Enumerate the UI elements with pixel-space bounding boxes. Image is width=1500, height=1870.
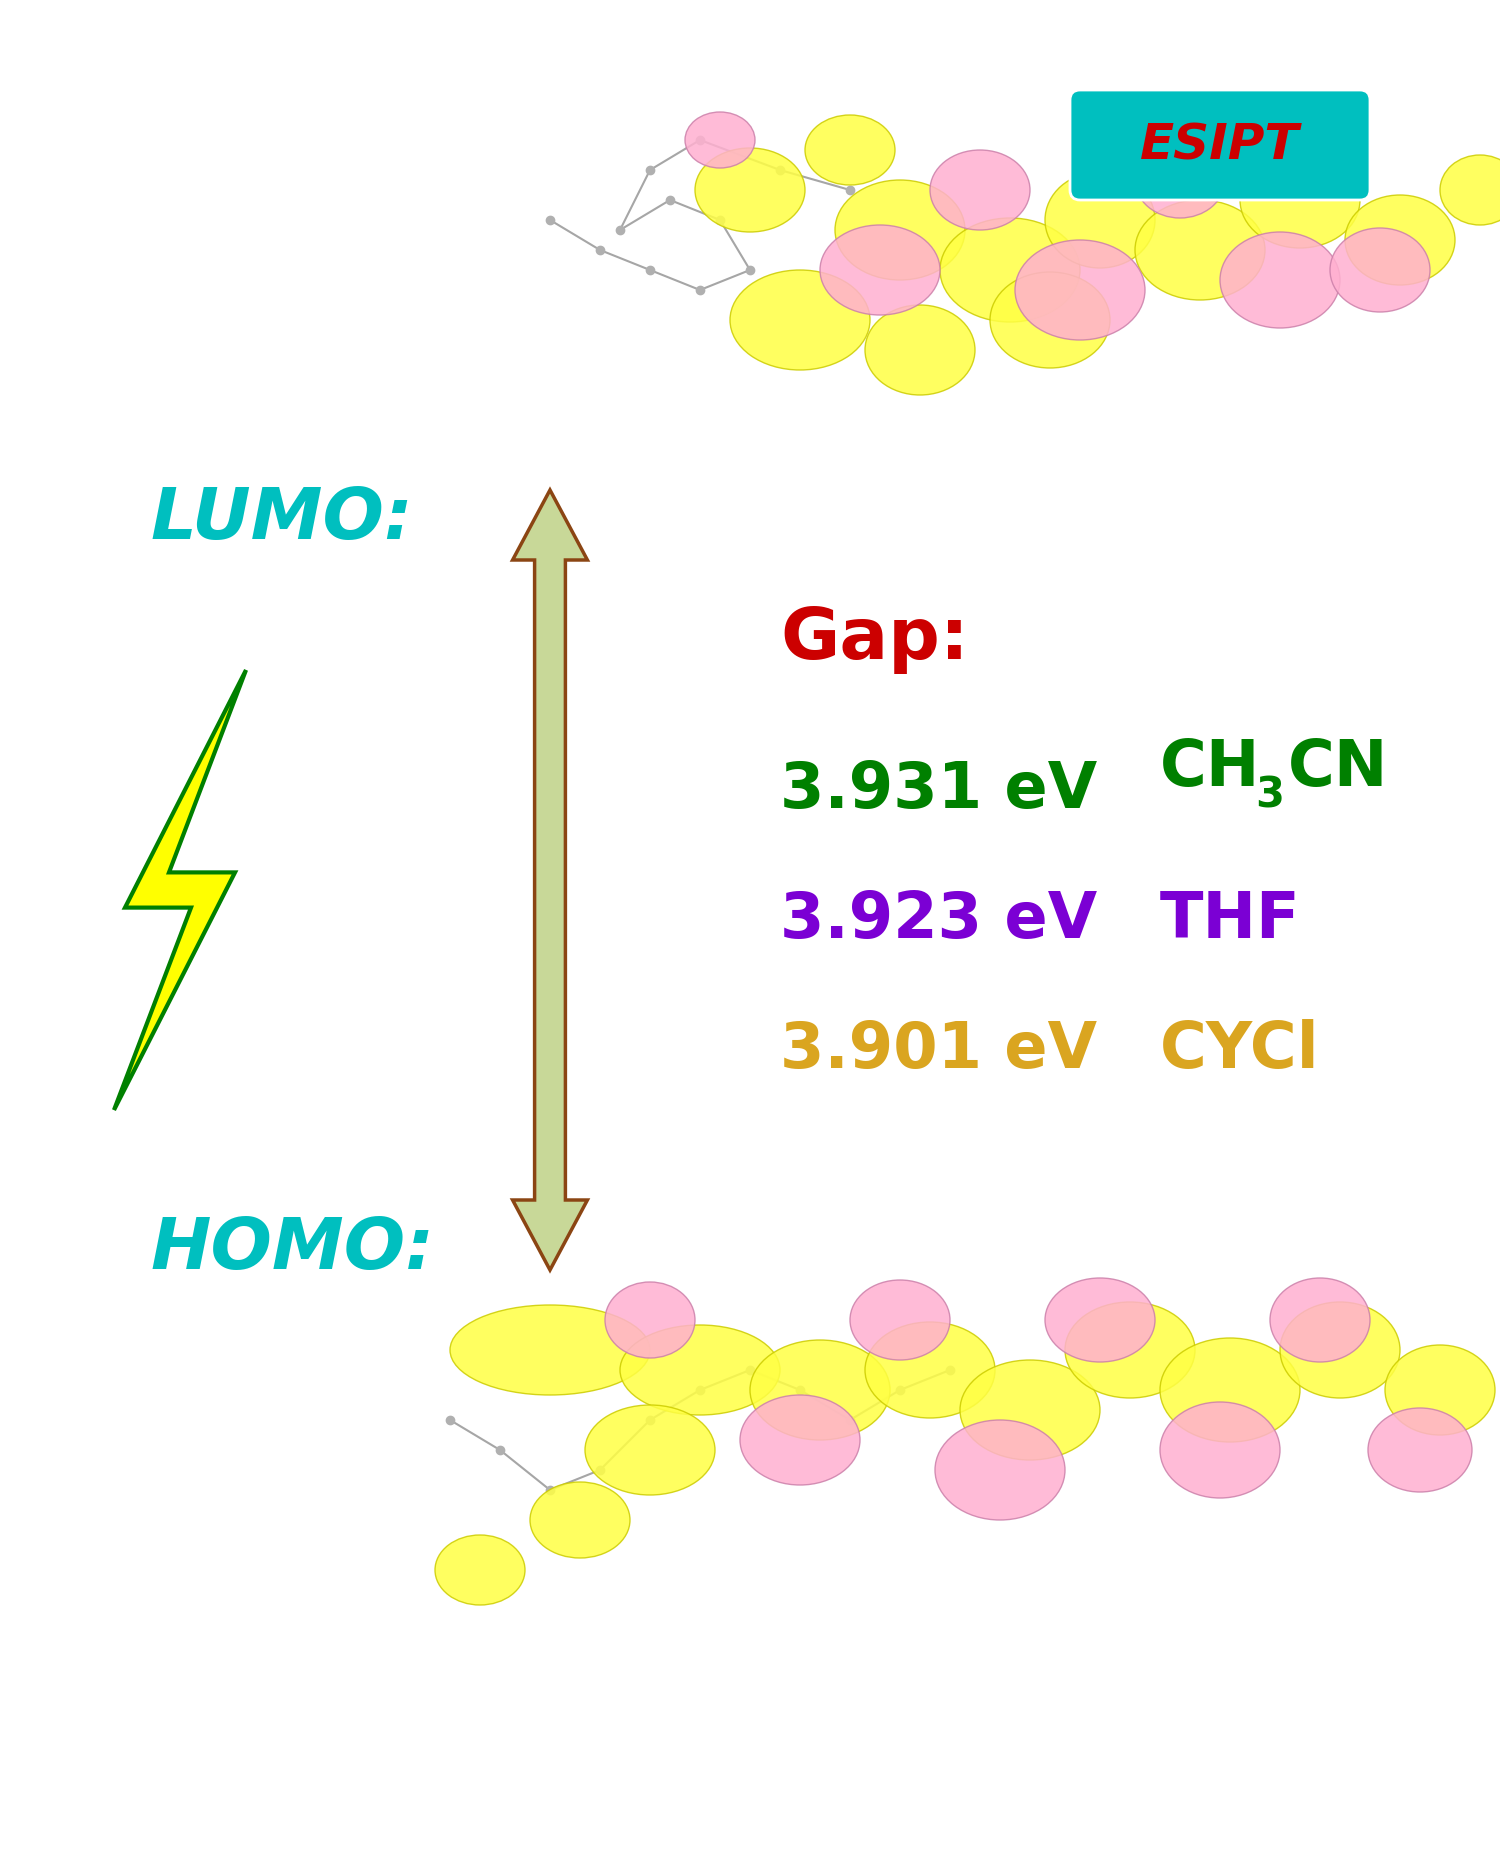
Ellipse shape (730, 269, 870, 370)
Ellipse shape (450, 1305, 650, 1395)
Ellipse shape (1346, 194, 1455, 284)
Ellipse shape (930, 150, 1030, 230)
Ellipse shape (990, 271, 1110, 368)
Text: CYCl: CYCl (1160, 1019, 1320, 1081)
Ellipse shape (585, 1404, 716, 1494)
Ellipse shape (850, 1279, 950, 1359)
Ellipse shape (865, 1322, 994, 1417)
Ellipse shape (1280, 1302, 1400, 1399)
Ellipse shape (686, 112, 754, 168)
Ellipse shape (620, 1326, 780, 1416)
Ellipse shape (806, 114, 895, 185)
Text: THF: THF (1160, 888, 1300, 952)
Ellipse shape (435, 1535, 525, 1604)
Polygon shape (513, 490, 588, 1270)
Text: 3.923 eV: 3.923 eV (780, 888, 1096, 952)
Ellipse shape (1046, 1277, 1155, 1361)
Text: ESIPT: ESIPT (1140, 122, 1299, 168)
Text: LUMO:: LUMO: (150, 486, 412, 555)
Ellipse shape (1016, 239, 1144, 340)
Ellipse shape (740, 1395, 860, 1485)
Ellipse shape (1384, 1345, 1496, 1434)
Text: CN: CN (1288, 737, 1389, 798)
Ellipse shape (1046, 172, 1155, 267)
Text: Gap:: Gap: (780, 606, 969, 675)
Ellipse shape (934, 1419, 1065, 1520)
Ellipse shape (1220, 232, 1340, 327)
Ellipse shape (604, 1283, 694, 1358)
Ellipse shape (1368, 1408, 1472, 1492)
Ellipse shape (530, 1483, 630, 1558)
Text: 3: 3 (1256, 774, 1284, 815)
Text: HOMO:: HOMO: (150, 1216, 433, 1285)
Ellipse shape (1160, 1339, 1300, 1442)
Ellipse shape (1440, 155, 1500, 224)
Ellipse shape (821, 224, 940, 314)
Ellipse shape (1270, 1277, 1370, 1361)
Ellipse shape (960, 1359, 1100, 1460)
Ellipse shape (750, 1341, 890, 1440)
Ellipse shape (1240, 151, 1360, 249)
Ellipse shape (1136, 142, 1226, 219)
Text: CH: CH (1160, 737, 1260, 798)
Ellipse shape (1065, 1302, 1196, 1399)
Ellipse shape (836, 180, 964, 280)
Text: 3.931 eV: 3.931 eV (780, 759, 1096, 821)
Text: 3.901 eV: 3.901 eV (780, 1019, 1096, 1081)
Ellipse shape (940, 219, 1080, 322)
FancyBboxPatch shape (1070, 90, 1370, 200)
Ellipse shape (865, 305, 975, 395)
Ellipse shape (1136, 200, 1264, 299)
Polygon shape (114, 669, 246, 1111)
Ellipse shape (694, 148, 806, 232)
Ellipse shape (1330, 228, 1430, 312)
Ellipse shape (1160, 1402, 1280, 1498)
